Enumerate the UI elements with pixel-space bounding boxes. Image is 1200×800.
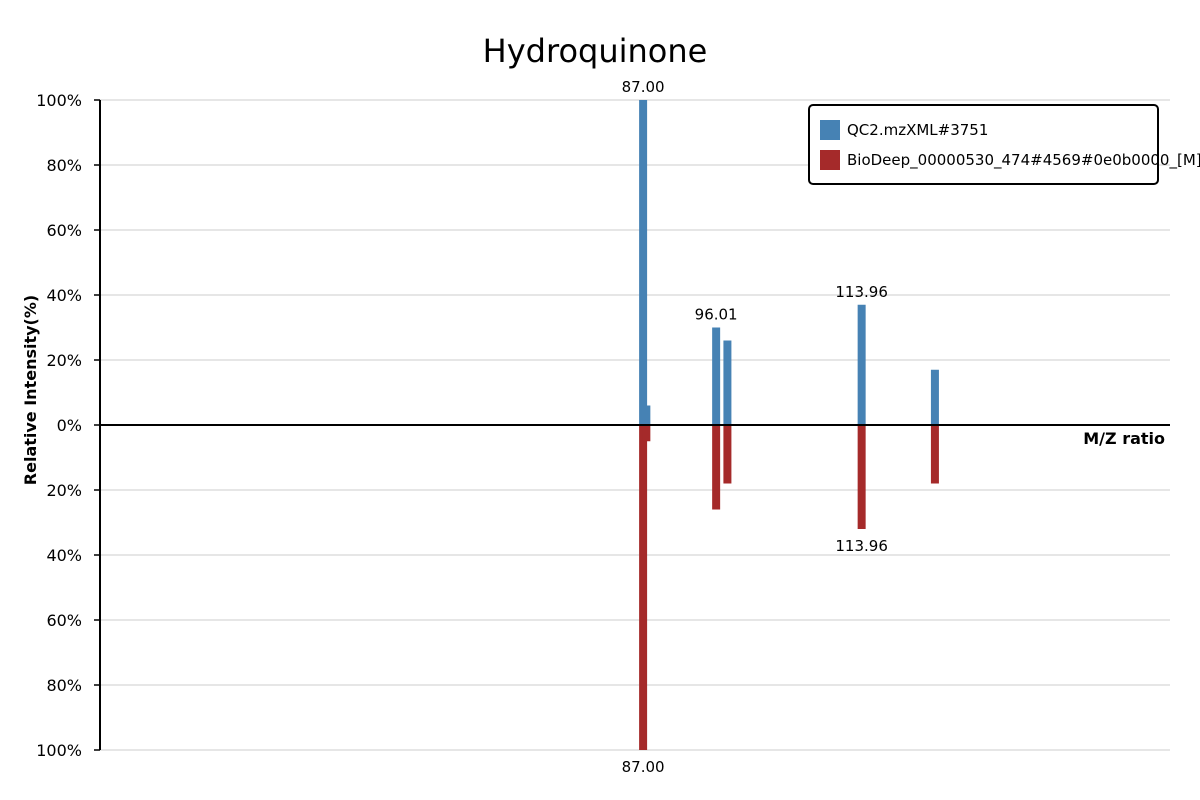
y-axis-label: Relative Intensity(%) [21, 295, 40, 485]
sample-peak-bar [642, 406, 650, 426]
y-tick-label: 60% [46, 611, 82, 630]
legend-label-series-1: QC2.mzXML#3751 [847, 121, 988, 139]
axis-layer [100, 100, 1170, 750]
y-tick-label: 100% [36, 741, 82, 760]
x-axis-label: M/Z ratio [1083, 429, 1165, 448]
y-tick-label: 80% [46, 676, 82, 695]
y-tick-label: 40% [46, 286, 82, 305]
chart-title: Hydroquinone [483, 32, 708, 70]
sample-peak-bar [639, 100, 647, 425]
reference-peak-label: 87.00 [622, 758, 665, 776]
sample-peak-bar [712, 328, 720, 426]
y-tick-label: 60% [46, 221, 82, 240]
reference-peak-bar [858, 425, 866, 529]
sample-peak-bar [931, 370, 939, 425]
sample-peak-bar [858, 305, 866, 425]
legend: QC2.mzXML#3751 BioDeep_00000530_474#4569… [809, 105, 1200, 184]
y-tick-label: 20% [46, 481, 82, 500]
y-tick-label: 80% [46, 156, 82, 175]
legend-swatch-series-1 [820, 120, 840, 140]
y-tick-label: 0% [57, 416, 82, 435]
reference-peak-bar [712, 425, 720, 510]
reference-peak-label: 113.96 [835, 537, 888, 555]
y-tick-label: 40% [46, 546, 82, 565]
sample-peak-label: 113.96 [835, 283, 888, 301]
sample-peak-label: 87.00 [622, 78, 665, 96]
sample-peak-label: 96.01 [695, 306, 738, 324]
y-tick-label: 100% [36, 91, 82, 110]
y-tick-label: 20% [46, 351, 82, 370]
reference-peak-bar [639, 425, 647, 750]
y-tick-labels: 100% 80% 60% 40% 20% 0% 20% 40% 60% 80% 100% [36, 91, 100, 760]
sample-peak-bar [723, 341, 731, 426]
reference-peak-bar [931, 425, 939, 484]
legend-swatch-series-2 [820, 150, 840, 170]
legend-box [809, 105, 1158, 184]
reference-peak-bar [723, 425, 731, 484]
legend-label-series-2: BioDeep_00000530_474#4569#0e0b0000_[M]+ [847, 151, 1200, 170]
reference-peak-bar [642, 425, 650, 441]
